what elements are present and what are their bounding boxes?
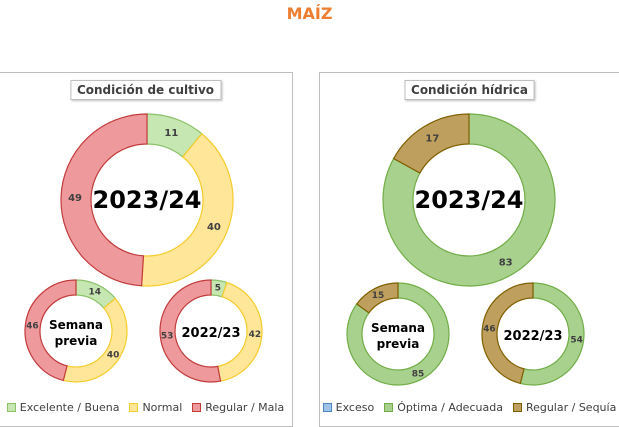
water-legend-item-2: Regular / Sequía bbox=[512, 401, 617, 414]
water-current-center-label-0: 2023/24 bbox=[415, 186, 524, 214]
water-previous-week-center-label-0: Semana bbox=[371, 321, 425, 335]
water-legend-label-2: Regular / Sequía bbox=[525, 401, 617, 414]
water-legend-swatch-2 bbox=[512, 403, 522, 412]
crop-legend-label-0: Excelente / Buena bbox=[19, 401, 120, 414]
water-condition-legend: Exceso Óptima / Adecuada Regular / Sequía bbox=[320, 401, 619, 414]
water-current-value-label-1: 83 bbox=[499, 257, 513, 268]
crop-current-center-label-0: 2023/24 bbox=[93, 186, 202, 214]
water-current-slice-2 bbox=[392, 113, 470, 174]
crop-legend-swatch-0 bbox=[6, 403, 16, 412]
water-legend-label-1: Óptima / Adecuada bbox=[397, 401, 503, 414]
crop-previous-week-slice-2 bbox=[24, 279, 77, 382]
crop-last-season-center-label-0: 2022/23 bbox=[181, 326, 240, 341]
water-legend-swatch-1 bbox=[384, 403, 394, 412]
crop-current-value-label-2: 49 bbox=[68, 193, 82, 204]
water-previous-week-value-label-1: 85 bbox=[412, 369, 425, 379]
crop-legend-swatch-1 bbox=[129, 403, 139, 412]
water-previous-week-value-label-2: 15 bbox=[372, 291, 385, 301]
crop-current-value-label-1: 40 bbox=[207, 222, 221, 233]
crop-legend-item-1: Normal bbox=[129, 401, 182, 414]
water-condition-panel: Condición hídrica 83 17 2023/24 85 15 Semana p… bbox=[319, 72, 619, 427]
page-title: MAÍZ bbox=[286, 4, 333, 23]
crop-condition-title: Condición de cultivo bbox=[69, 80, 222, 100]
water-condition-title: Condición hídrica bbox=[404, 80, 535, 100]
crop-legend-item-0: Excelente / Buena bbox=[6, 401, 120, 414]
water-last-season-center-label-0: 2022/23 bbox=[503, 329, 562, 344]
crop-legend-label-1: Normal bbox=[142, 401, 183, 414]
crop-current-value-label-0: 11 bbox=[164, 128, 178, 139]
crop-legend-label-2: Regular / Mala bbox=[205, 401, 285, 414]
water-previous-week-slice-1 bbox=[346, 282, 450, 386]
water-last-season-value-label-1: 54 bbox=[570, 336, 583, 346]
water-last-season-slice-1 bbox=[519, 282, 585, 386]
crop-condition-donuts: 11 40 49 2023/24 14 40 46 Semana previa 5 42 53 2022… bbox=[24, 113, 263, 383]
water-legend-label-0: Exceso bbox=[335, 401, 375, 414]
crop-legend-swatch-2 bbox=[192, 403, 202, 412]
water-previous-week-slice-2 bbox=[355, 282, 399, 314]
crop-condition-legend: Excelente / Buena Normal Regular / Mala bbox=[0, 401, 292, 414]
water-current-value-label-2: 17 bbox=[425, 134, 439, 145]
water-previous-week-center-label-1: previa bbox=[377, 337, 420, 351]
crop-previous-week-value-label-1: 40 bbox=[107, 351, 120, 361]
crop-current-slice-2 bbox=[60, 113, 148, 287]
crop-previous-week-center-label-1: previa bbox=[55, 334, 98, 348]
crop-legend-item-2: Regular / Mala bbox=[192, 401, 284, 414]
crop-last-season-value-label-1: 42 bbox=[249, 330, 262, 340]
crop-previous-week-center-label-0: Semana bbox=[49, 318, 103, 332]
water-current-slice-1 bbox=[382, 113, 556, 287]
water-condition-donuts: 83 17 2023/24 85 15 Semana previa 54 46 2022/23 bbox=[346, 113, 585, 386]
crop-last-season-slice-2 bbox=[159, 279, 222, 383]
crop-condition-panel: Condición de cultivo 11 40 49 2023/24 14 40 46… bbox=[0, 72, 293, 427]
water-last-season-value-label-2: 46 bbox=[483, 325, 496, 335]
water-legend-item-0: Exceso bbox=[322, 401, 375, 414]
water-legend-item-1: Óptima / Adecuada bbox=[384, 401, 503, 414]
crop-current-slice-1 bbox=[140, 132, 234, 287]
crop-last-season-value-label-0: 5 bbox=[215, 284, 221, 294]
crop-previous-week-value-label-0: 14 bbox=[88, 287, 101, 297]
crop-previous-week-value-label-2: 46 bbox=[26, 322, 39, 332]
water-legend-swatch-0 bbox=[322, 403, 332, 412]
water-last-season-slice-2 bbox=[481, 282, 534, 385]
crop-last-season-value-label-2: 53 bbox=[161, 331, 174, 341]
